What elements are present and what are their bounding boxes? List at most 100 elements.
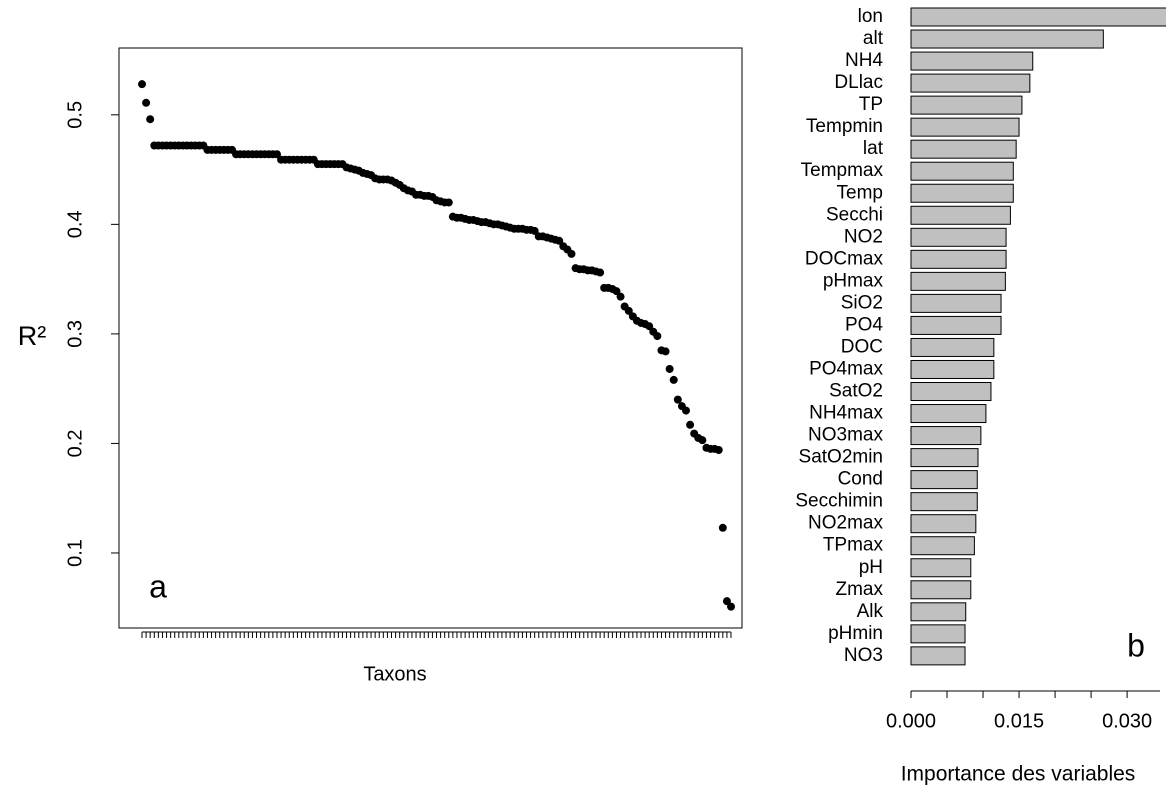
category-label: PO4max — [809, 358, 883, 379]
bar — [910, 95, 1023, 115]
y-tick-label: 0.2 — [64, 430, 86, 458]
category-label: Tempmin — [806, 116, 883, 137]
x-tick-label: 0.030 — [1102, 710, 1152, 732]
category-label: NH4 — [845, 50, 883, 71]
category-label: NH4max — [809, 403, 883, 424]
point — [272, 150, 281, 159]
bar — [910, 359, 995, 379]
category-label: Zmax — [836, 579, 884, 600]
point — [673, 395, 682, 404]
point — [444, 198, 453, 207]
category-label: NO3 — [844, 645, 883, 666]
category-label: Temp — [837, 182, 883, 203]
point — [624, 306, 633, 315]
category-label: Secchimin — [795, 491, 883, 512]
category-label: DLlac — [834, 72, 883, 93]
panel-label: a — [149, 568, 167, 604]
bar — [910, 29, 1104, 49]
category-label: Alk — [857, 601, 884, 622]
x-axis-label: Importance des variables — [901, 763, 1136, 786]
bar — [910, 205, 1011, 225]
bar — [910, 624, 966, 644]
category-label: DOC — [841, 336, 883, 357]
bar — [910, 404, 987, 424]
bar — [910, 51, 1034, 71]
category-label: pHmax — [823, 270, 884, 291]
x-tick-label: 0.015 — [994, 710, 1044, 732]
category-label: TPmax — [823, 535, 884, 556]
x-axis-label: Taxons — [363, 663, 426, 685]
point — [612, 287, 621, 296]
point — [686, 420, 695, 429]
category-label: NO3max — [808, 425, 883, 446]
point — [645, 322, 654, 331]
point — [530, 226, 539, 235]
point — [714, 446, 723, 455]
point — [722, 597, 731, 606]
bar — [910, 337, 995, 357]
category-label: DOCmax — [805, 248, 884, 269]
point — [142, 98, 151, 107]
y-axis-label: R² — [18, 321, 47, 351]
point — [698, 436, 707, 445]
x-tick-label: 0.000 — [886, 710, 936, 732]
y-tick-label: 0.1 — [64, 539, 86, 567]
category-label: SatO2 — [829, 381, 883, 402]
bar — [910, 73, 1031, 93]
point — [661, 347, 670, 356]
point — [138, 80, 146, 89]
bar — [910, 470, 978, 490]
category-label: pHmin — [828, 623, 883, 644]
bar — [910, 315, 1002, 335]
bar — [910, 293, 1002, 313]
bar — [910, 271, 1006, 291]
y-tick-label: 0.5 — [64, 101, 86, 129]
bar — [910, 249, 1007, 269]
category-label: SatO2min — [799, 447, 883, 468]
category-label: lon — [858, 6, 883, 27]
category-label: pH — [859, 557, 883, 578]
bar — [910, 161, 1014, 181]
point — [682, 406, 691, 415]
bar — [910, 536, 975, 556]
category-label: Secchi — [826, 204, 883, 225]
plot-frame — [118, 47, 743, 629]
point — [567, 249, 576, 258]
point — [727, 602, 735, 611]
bar — [910, 139, 1017, 159]
point — [653, 332, 662, 341]
bar — [910, 448, 979, 468]
bar — [910, 558, 972, 578]
bar — [910, 492, 978, 512]
point — [596, 268, 605, 277]
category-label: NO2max — [808, 513, 883, 534]
bar — [910, 183, 1014, 203]
bar — [910, 580, 972, 600]
category-label: Tempmax — [801, 160, 884, 181]
bar — [910, 514, 977, 534]
point — [718, 523, 727, 532]
bar — [910, 426, 982, 446]
point — [146, 115, 155, 124]
y-tick-label: 0.3 — [64, 320, 86, 348]
bar — [910, 382, 992, 402]
category-label: SiO2 — [841, 292, 883, 313]
category-label: Cond — [838, 469, 883, 490]
bar — [910, 117, 1020, 137]
bar — [910, 602, 967, 622]
point — [665, 364, 674, 373]
panel-label: b — [1127, 627, 1145, 663]
category-label: NO2 — [844, 226, 883, 247]
category-label: TP — [859, 94, 883, 115]
bar — [910, 227, 1007, 247]
category-label: PO4 — [845, 314, 883, 335]
category-label: lat — [863, 138, 884, 159]
point — [616, 292, 625, 301]
point — [669, 375, 678, 384]
bar — [910, 7, 1166, 27]
point — [555, 236, 564, 245]
y-tick-label: 0.4 — [64, 210, 86, 238]
category-label: alt — [863, 28, 884, 49]
bar — [910, 646, 966, 666]
